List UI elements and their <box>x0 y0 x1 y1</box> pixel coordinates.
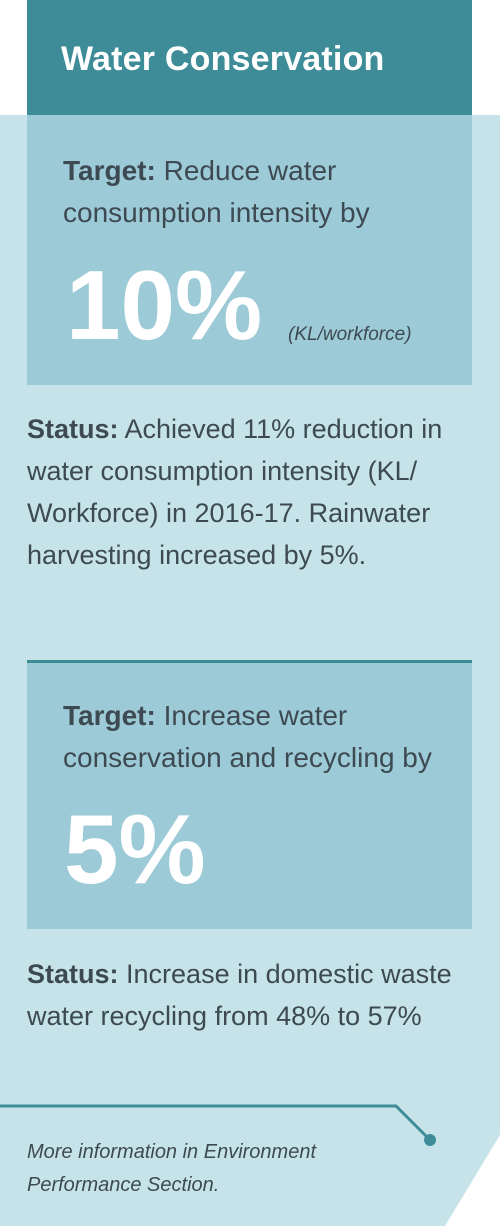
target-box-1 <box>27 115 472 385</box>
footer-note: More information in Environment Performa… <box>27 1141 317 1196</box>
target-1-text: Target: Reduce water consumption intensi… <box>63 150 458 234</box>
target-2-text: Target: Increase water conservation and … <box>63 695 458 779</box>
target-2-value: 5% <box>64 794 206 904</box>
section-header: Water Conservation <box>27 0 472 115</box>
target-1-label: Target: <box>63 155 156 186</box>
status-2: Status: Increase in domestic waste water… <box>27 953 477 1037</box>
status-2-text: Increase in domestic waste water recycli… <box>27 959 452 1031</box>
footer-connector-line <box>0 1104 436 1146</box>
status-1-text: Achieved 11% reduction in water consumpt… <box>27 414 443 570</box>
status-1-label: Status: <box>27 414 119 444</box>
target-box-2 <box>27 660 472 929</box>
target-1-unit: (KL/workforce) <box>288 324 412 345</box>
target-1-value: 10% <box>66 250 263 360</box>
status-1: Status: Achieved 11% reduction in water … <box>27 408 477 576</box>
target-2-label: Target: <box>63 700 156 731</box>
target-2-description: Increase water conservation and recyclin… <box>63 700 432 773</box>
target-1-description: Reduce water consumption intensity by <box>63 155 370 228</box>
page-title: Water Conservation <box>61 40 385 78</box>
status-2-label: Status: <box>27 959 119 989</box>
